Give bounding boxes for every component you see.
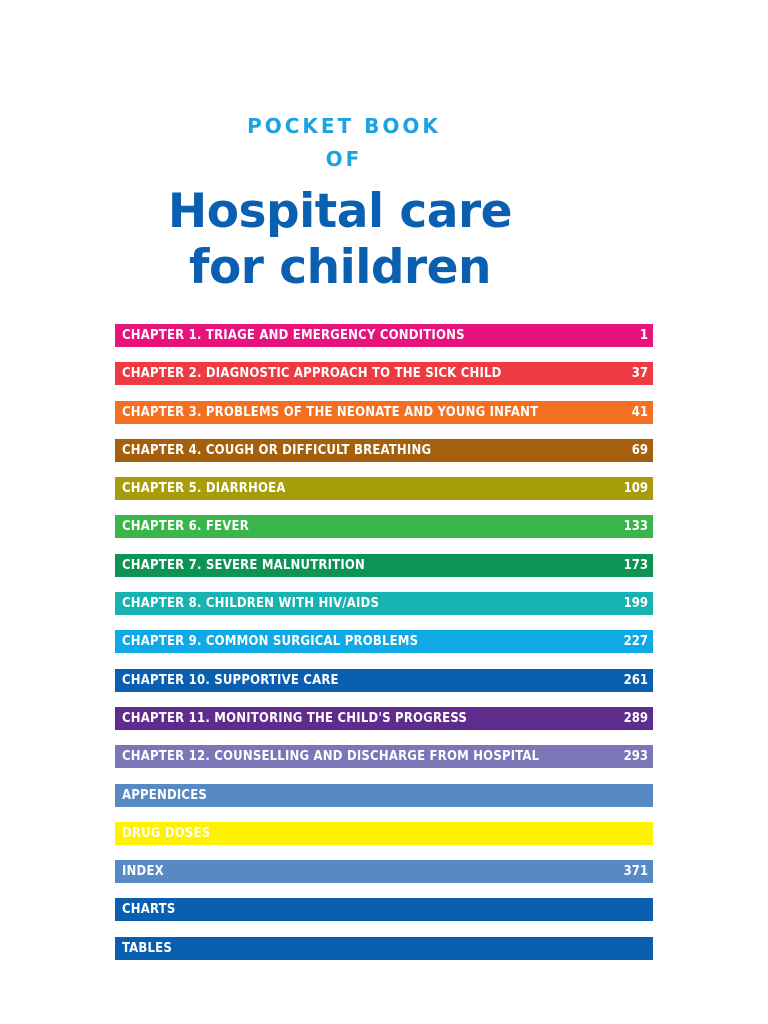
toc-entry-page-number: 1 bbox=[639, 328, 648, 343]
toc-entry[interactable]: CHAPTER 11. MONITORING THE CHILD'S PROGR… bbox=[115, 706, 653, 730]
toc-entry-page-number: 371 bbox=[623, 864, 648, 880]
toc-entry-label: TABLES bbox=[122, 940, 173, 956]
toc-entry-page-number: 227 bbox=[623, 634, 648, 650]
toc-entry[interactable]: CHAPTER 10. SUPPORTIVE CARE 261 bbox=[115, 668, 653, 692]
toc-entry-label: INDEX bbox=[122, 864, 164, 880]
toc-entry[interactable]: CHAPTER 2. DIAGNOSTIC APPROACH TO THE SI… bbox=[115, 362, 653, 386]
toc-entry-label: CHAPTER 4. COUGH OR DIFFICULT BREATHING bbox=[122, 442, 432, 458]
toc-entry-label: CHAPTER 8. CHILDREN WITH HIV/AIDS bbox=[122, 596, 380, 612]
toc-entry[interactable]: CHAPTER 3. PROBLEMS OF THE NEONATE AND Y… bbox=[115, 400, 653, 424]
title-line-2: for children bbox=[189, 240, 491, 295]
table-of-contents: CHAPTER 1. TRIAGE AND EMERGENCY CONDITIO… bbox=[115, 324, 653, 975]
toc-entry[interactable]: INDEX 371 bbox=[115, 860, 653, 884]
toc-entry-label: CHAPTER 10. SUPPORTIVE CARE bbox=[122, 672, 339, 688]
toc-entry[interactable]: CHAPTER 8. CHILDREN WITH HIV/AIDS 199 bbox=[115, 592, 653, 616]
toc-entry-label: CHAPTER 2. DIAGNOSTIC APPROACH TO THE SI… bbox=[122, 366, 502, 382]
toc-entry[interactable]: CHAPTER 9. COMMON SURGICAL PROBLEMS 227 bbox=[115, 630, 653, 654]
toc-entry-page-number: 289 bbox=[623, 710, 648, 726]
toc-entry[interactable]: CHAPTER 6. FEVER 133 bbox=[115, 515, 653, 539]
toc-entry-label: CHAPTER 11. MONITORING THE CHILD'S PROGR… bbox=[122, 710, 468, 726]
toc-entry-label: CHAPTER 6. FEVER bbox=[122, 519, 249, 535]
toc-entry[interactable]: CHARTS bbox=[115, 898, 653, 922]
toc-entry-page-number: 199 bbox=[623, 596, 648, 612]
title-line-1: Hospital care bbox=[167, 184, 513, 239]
toc-entry-page-number: 261 bbox=[623, 672, 648, 688]
toc-entry[interactable]: CHAPTER 5. DIARRHOEA 109 bbox=[115, 477, 653, 501]
toc-entry-page-number: 69 bbox=[631, 442, 648, 458]
toc-entry-label: CHAPTER 12. COUNSELLING AND DISCHARGE FR… bbox=[122, 749, 540, 765]
toc-entry-label: CHAPTER 3. PROBLEMS OF THE NEONATE AND Y… bbox=[122, 404, 539, 420]
toc-entry[interactable]: CHAPTER 12. COUNSELLING AND DISCHARGE FR… bbox=[115, 745, 653, 769]
toc-entry[interactable]: DRUG DOSES bbox=[115, 821, 653, 845]
toc-entry[interactable]: CHAPTER 1. TRIAGE AND EMERGENCY CONDITIO… bbox=[115, 324, 653, 347]
toc-entry-page-number: 133 bbox=[623, 519, 648, 535]
toc-entry-page-number: 109 bbox=[623, 481, 648, 497]
toc-entry-page-number: 41 bbox=[631, 404, 648, 420]
toc-entry-label: CHAPTER 9. COMMON SURGICAL PROBLEMS bbox=[122, 634, 419, 650]
toc-entry-page-number: 173 bbox=[623, 557, 648, 573]
toc-entry[interactable]: CHAPTER 4. COUGH OR DIFFICULT BREATHING 6… bbox=[115, 438, 653, 462]
toc-entry[interactable]: TABLES bbox=[115, 936, 653, 960]
toc-entry-label: CHAPTER 5. DIARRHOEA bbox=[122, 481, 286, 497]
kicker-pocket-book: POCKET BOOK bbox=[247, 114, 441, 138]
toc-entry[interactable]: CHAPTER 7. SEVERE MALNUTRITION 173 bbox=[115, 553, 653, 577]
toc-entry-label: CHARTS bbox=[122, 902, 176, 918]
toc-entry-label: CHAPTER 1. TRIAGE AND EMERGENCY CONDITIO… bbox=[122, 328, 465, 343]
toc-entry-label: CHAPTER 7. SEVERE MALNUTRITION bbox=[122, 557, 366, 573]
toc-entry-label: DRUG DOSES bbox=[122, 825, 211, 841]
toc-entry-page-number: 37 bbox=[631, 366, 648, 382]
toc-entry[interactable]: APPENDICES bbox=[115, 783, 653, 807]
toc-entry-page-number: 293 bbox=[623, 749, 648, 765]
toc-entry-label: APPENDICES bbox=[122, 787, 208, 803]
kicker-of: OF bbox=[325, 147, 363, 171]
